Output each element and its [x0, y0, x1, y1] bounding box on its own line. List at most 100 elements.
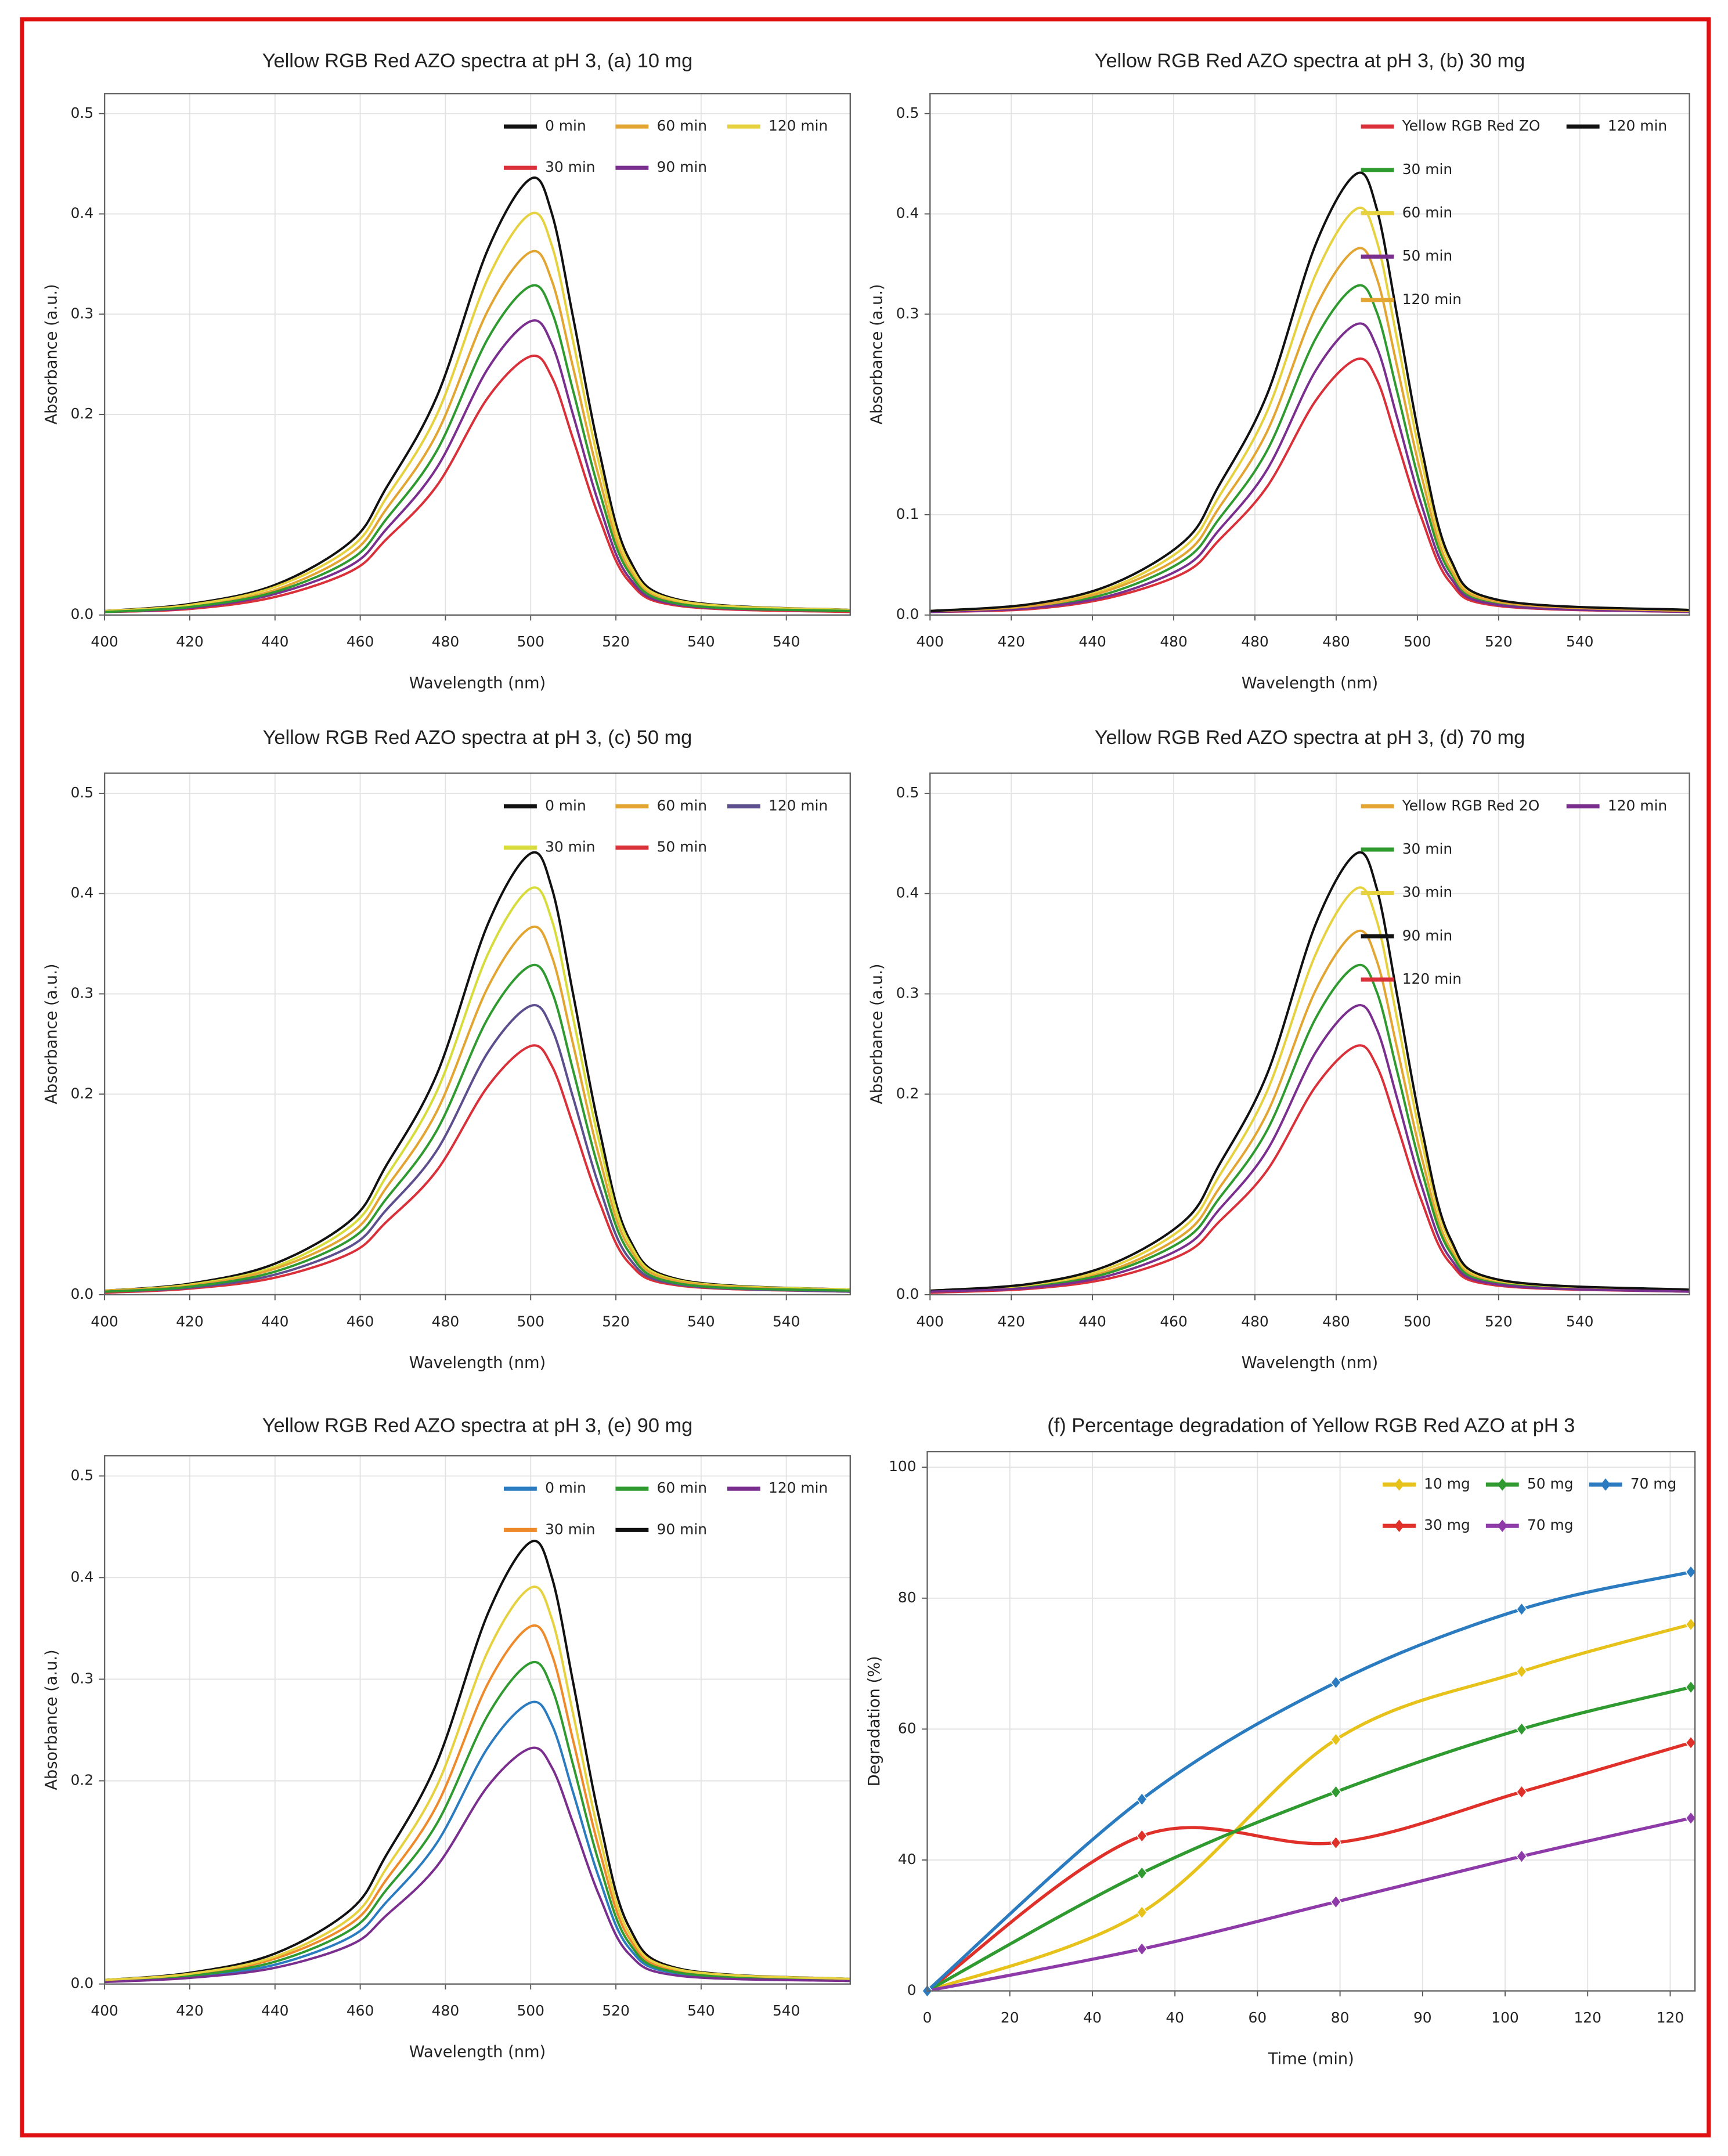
legend-label: 30 mg	[1424, 1516, 1470, 1533]
legend-label: 30 min	[545, 838, 595, 855]
legend-label: 50 min	[657, 838, 707, 855]
data-marker	[1330, 1895, 1341, 1909]
data-line	[104, 176, 850, 612]
legend-label: 60 min	[657, 117, 707, 134]
legend-label: 10 mg	[1424, 1475, 1470, 1492]
y-tick-label: 0.4	[71, 1568, 94, 1585]
data-line	[930, 886, 1690, 1292]
subplot: 400 420 440 460 480 480 500 520 540 0.0 0.2 0.3 0.4 0…	[868, 727, 1690, 1372]
y-tick-label: 0.4	[896, 884, 919, 901]
x-tick-label: 480	[1322, 633, 1350, 650]
data-marker	[1685, 1811, 1697, 1825]
y-tick-label: 0.0	[71, 1975, 94, 1992]
x-tick-label: 20	[1001, 2009, 1019, 2026]
legend-label: 0 min	[545, 117, 586, 134]
legend: Yellow RGB Red 2O 30 min 30 min 90 min 120 m…	[1361, 797, 1667, 987]
data-line	[930, 207, 1690, 612]
data-line	[930, 851, 1690, 1292]
x-tick-label: 500	[517, 633, 544, 650]
data-marker	[1330, 1732, 1341, 1747]
legend-marker	[1497, 1519, 1507, 1532]
x-tick-label: 120	[1657, 2009, 1684, 2026]
y-tick-label: 0.5	[896, 104, 919, 121]
subplot: 400 420 440 460 480 500 520 540 540 0.0 0.2 0.3 0.4 0…	[43, 50, 851, 692]
x-tick-label: 460	[347, 633, 374, 650]
data-marker	[1136, 1942, 1148, 1956]
data-marker	[1136, 1829, 1148, 1843]
data-marker	[1685, 1736, 1697, 1750]
x-tick-label: 540	[773, 2002, 800, 2019]
x-tick-label: 60	[1249, 2009, 1267, 2026]
x-tick-label: 480	[432, 633, 459, 650]
x-axis-label: Wavelength (nm)	[1242, 674, 1378, 692]
y-tick-label: 100	[889, 1458, 916, 1475]
x-tick-label: 90	[1413, 2009, 1432, 2026]
legend-label: 120 min	[1402, 970, 1462, 987]
axes-frame	[103, 1455, 851, 1985]
y-tick-label: 0.3	[896, 985, 919, 1002]
x-axis-label: Time (min)	[1268, 2050, 1354, 2068]
x-tick-label: 440	[261, 1313, 288, 1330]
chart-title: Yellow RGB Red AZO spectra at pH 3, (d) …	[1095, 727, 1525, 749]
data-marker	[1516, 1722, 1527, 1736]
data-line	[930, 357, 1690, 613]
x-tick-label: 400	[917, 633, 944, 650]
chart-title: Yellow RGB Red AZO spectra at pH 3, (a) …	[262, 50, 693, 72]
data-marker	[1516, 1602, 1527, 1616]
x-tick-label: 480	[1241, 633, 1268, 650]
x-tick-label: 540	[773, 1313, 800, 1330]
y-tick-label: 0.0	[896, 1285, 919, 1302]
subplot: 400 420 440 480 480 480 500 520 540 0.0 0.1 0.3 0.4 0…	[868, 50, 1690, 692]
data-line	[926, 1685, 1691, 1992]
plot-area	[104, 773, 850, 1295]
data-line	[104, 963, 850, 1293]
y-tick-label: 0.2	[71, 1085, 94, 1102]
x-tick-label: 460	[1160, 1313, 1187, 1330]
chart-title: Yellow RGB Red AZO spectra at pH 3, (b) …	[1095, 50, 1525, 72]
chart-title: (f) Percentage degradation of Yellow RGB…	[1047, 1415, 1575, 1437]
y-axis-label: Degradation (%)	[865, 1656, 883, 1786]
data-line	[930, 284, 1690, 613]
x-tick-label: 440	[1078, 1313, 1106, 1330]
data-line	[930, 247, 1690, 612]
data-line	[930, 963, 1690, 1293]
y-tick-label: 0.4	[71, 205, 94, 222]
subplot: 400 420 440 460 480 500 520 540 540 0.0 0.2 0.3 0.4 0…	[43, 727, 851, 1372]
x-axis-label: Wavelength (nm)	[409, 674, 546, 692]
chart-title: Yellow RGB Red AZO spectra at pH 3, (c) …	[263, 727, 692, 749]
y-tick-label: 0.3	[71, 985, 94, 1002]
x-tick-label: 500	[1404, 633, 1431, 650]
x-tick-label: 420	[997, 1313, 1024, 1330]
y-tick-label: 0.0	[71, 1285, 94, 1302]
x-tick-label: 500	[1404, 1313, 1431, 1330]
x-tick-label: 440	[261, 2002, 288, 2019]
x-tick-label: 480	[1322, 1313, 1350, 1330]
x-tick-label: 540	[1566, 1313, 1593, 1330]
x-tick-label: 400	[91, 2002, 118, 2019]
x-tick-label: 540	[687, 633, 715, 650]
data-marker	[1516, 1849, 1527, 1864]
y-tick-label: 0.3	[71, 1670, 94, 1686]
data-marker	[1685, 1617, 1697, 1631]
legend-label: 120 min	[1608, 797, 1667, 814]
y-tick-label: 0.2	[896, 1085, 919, 1102]
data-line	[104, 1624, 850, 1981]
data-line	[930, 929, 1690, 1292]
x-tick-label: 40	[1166, 2009, 1184, 2026]
axes-frame	[103, 93, 851, 616]
axes-frame	[929, 93, 1690, 616]
data-line	[930, 1003, 1690, 1293]
y-tick-label: 60	[898, 1720, 917, 1736]
x-axis-label: Wavelength (nm)	[1242, 1354, 1378, 1372]
x-tick-label: 400	[91, 1313, 118, 1330]
x-tick-label: 40	[1083, 2009, 1102, 2026]
data-line	[930, 322, 1690, 613]
y-axis-label: Absorbance (a.u.)	[868, 284, 886, 424]
data-line	[104, 1660, 850, 1982]
x-tick-label: 540	[1566, 633, 1593, 650]
data-marker	[1136, 1866, 1148, 1880]
y-tick-label: 0.5	[896, 784, 919, 801]
x-tick-label: 420	[997, 633, 1024, 650]
